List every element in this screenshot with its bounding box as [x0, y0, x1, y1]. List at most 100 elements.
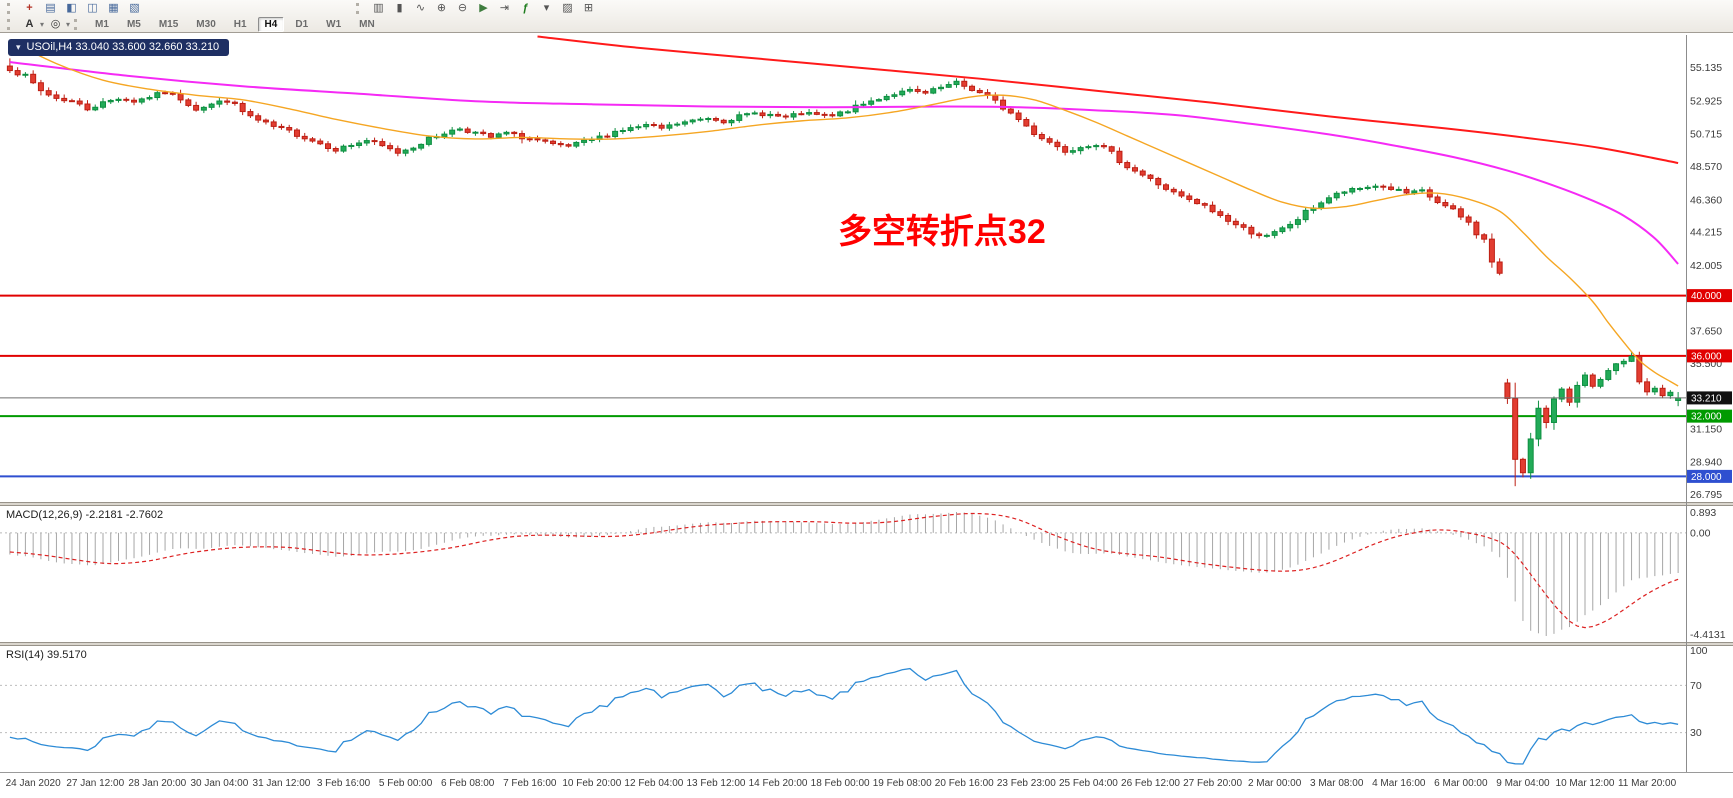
ma-fast-orange: [9, 40, 1679, 387]
time-axis-label: 3 Mar 08:00: [1310, 778, 1364, 789]
time-axis-label: 30 Jan 04:00: [190, 778, 248, 789]
time-axis-label: 5 Feb 00:00: [379, 778, 433, 789]
price-badge-28.000: 28.000: [1687, 469, 1732, 483]
panel-splitter[interactable]: [0, 642, 1733, 646]
macd-axis-label: -4.4131: [1690, 629, 1726, 641]
time-axis-label: 3 Feb 16:00: [317, 778, 371, 789]
price-axis-label: 50.715: [1690, 129, 1722, 141]
chart-window: 55.135 52.925 50.715 48.570 46.360 44.215 42.0…: [0, 33, 1733, 798]
toolbar-grip-periods[interactable]: [74, 18, 82, 30]
price-axis-label: 48.570: [1690, 161, 1722, 173]
price-axis-label: 52.925: [1690, 95, 1722, 107]
svg-text:28.000: 28.000: [1691, 472, 1722, 483]
tile-windows-icon[interactable]: ⊞: [583, 1, 594, 14]
toolbar-grip-line-studies[interactable]: [7, 18, 15, 30]
line-chart-mode-icon[interactable]: ∿: [415, 1, 426, 14]
price-axis-label: 31.150: [1690, 423, 1722, 435]
time-axis[interactable]: 24 Jan 2020 27 Jan 12:00 28 Jan 20:00 30 Ja…: [6, 778, 1677, 789]
time-axis-label: 26 Feb 12:00: [1121, 778, 1180, 789]
time-axis-label: 12 Feb 04:00: [624, 778, 683, 789]
price-badge-40.000: 40.000: [1687, 289, 1732, 303]
timeframe-m30-button[interactable]: M30: [196, 18, 216, 30]
periods-list-icon[interactable]: ▾: [543, 1, 550, 14]
price-axis[interactable]: 55.135 52.925 50.715 48.570 46.360 44.215 42.0…: [1687, 62, 1732, 501]
symbol-info-badge[interactable]: ▾ USOil,H4 33.040 33.600 32.660 33.210: [8, 39, 230, 56]
symbol-ohlc-text: USOil,H4 33.040 33.600 32.660 33.210: [26, 41, 220, 53]
time-axis-label: 27 Feb 20:00: [1183, 778, 1242, 789]
timeframe-h4-button[interactable]: H4: [257, 16, 285, 32]
charts-toolbar-group: ▥ ▮ ∿ ⊕ ⊖ ▶ ⇥ ƒ ▾ ▨ ⊞: [369, 1, 598, 15]
time-axis-label: 6 Mar 00:00: [1434, 778, 1488, 789]
auto-scroll-icon[interactable]: ▶: [479, 1, 488, 14]
terminal-icon[interactable]: ▦: [108, 1, 119, 14]
toolbar-grip-charts[interactable]: [356, 2, 364, 14]
timeframe-w1-button[interactable]: W1: [326, 18, 342, 30]
svg-text:32.000: 32.000: [1691, 412, 1722, 423]
time-axis-label: 9 Mar 04:00: [1496, 778, 1550, 789]
svg-text:40.000: 40.000: [1691, 291, 1722, 302]
line-studies-group: A ▾ ◎ ▾: [20, 17, 71, 31]
rsi-axis-label: 100: [1690, 645, 1708, 657]
timeframe-d1-button[interactable]: D1: [295, 18, 309, 30]
expand-ohlc-icon: ▾: [16, 41, 21, 52]
rsi-line: [9, 667, 1679, 765]
bar-chart-mode-icon[interactable]: ▥: [373, 1, 384, 14]
standard-toolbar-group: + ▤ ◧ ◫ ▦ ▧: [20, 1, 144, 15]
time-axis-label: 13 Feb 12:00: [687, 778, 746, 789]
timeframe-m5-button[interactable]: M5: [126, 18, 141, 30]
time-axis-label: 23 Feb 23:00: [997, 778, 1056, 789]
crosshair-caret-icon[interactable]: ▾: [66, 19, 71, 29]
timeframe-m15-button[interactable]: M15: [158, 18, 179, 30]
timeframe-h1-button[interactable]: H1: [233, 18, 247, 30]
toolbar-row-top: + ▤ ◧ ◫ ▦ ▧ ▥ ▮ ∿ ⊕ ⊖ ▶ ⇥ ƒ ▾ ▨ ⊞: [0, 0, 1733, 16]
ma-mid-magenta: [9, 61, 1679, 265]
time-axis-label: 20 Feb 16:00: [935, 778, 994, 789]
timeframe-buttons-group: M1 M5 M15 M30 H1 H4 D1 W1 MN: [87, 16, 383, 32]
macd-axis-label: 0.893: [1690, 507, 1716, 519]
time-axis-label: 10 Feb 20:00: [562, 778, 621, 789]
crosshair-icon[interactable]: ◎: [50, 17, 61, 30]
timeframe-m1-button[interactable]: M1: [95, 18, 109, 30]
zoom-out-icon[interactable]: ⊖: [457, 1, 468, 14]
toolbar-grip-standard[interactable]: [7, 2, 15, 14]
time-axis-label: 11 Mar 20:00: [1618, 778, 1677, 789]
new-chart-icon[interactable]: ▧: [129, 1, 140, 14]
time-axis-label: 24 Jan 2020: [6, 778, 61, 789]
templates-icon[interactable]: ▨: [562, 1, 573, 14]
price-hlines: [0, 294, 1686, 478]
navigator-icon[interactable]: ◫: [87, 1, 98, 14]
svg-text:36.000: 36.000: [1691, 351, 1722, 362]
price-axis-label: 26.795: [1690, 489, 1722, 501]
candlestick-series: [6, 58, 1682, 487]
new-order-icon[interactable]: +: [26, 1, 33, 14]
time-axis-label: 14 Feb 20:00: [749, 778, 808, 789]
price-axis-label: 28.940: [1690, 457, 1722, 469]
toolbar: + ▤ ◧ ◫ ▦ ▧ ▥ ▮ ∿ ⊕ ⊖ ▶ ⇥ ƒ ▾ ▨ ⊞ A ▾ ◎ ▾ M1 M5 M15 M30 H1 H4 D1…: [0, 0, 1733, 33]
price-axis-label: 42.005: [1690, 260, 1722, 272]
panel-splitter[interactable]: [0, 502, 1733, 506]
chart-canvas[interactable]: 55.135 52.925 50.715 48.570 46.360 44.215 42.0…: [0, 33, 1733, 798]
timeframe-mn-button[interactable]: MN: [359, 18, 375, 30]
text-label-caret-icon[interactable]: ▾: [40, 19, 45, 29]
price-axis-label: 44.215: [1690, 227, 1722, 239]
price-badge-32.000: 32.000: [1687, 409, 1732, 423]
price-badge-33.210: 33.210: [1687, 391, 1732, 405]
rsi-axis-label: 70: [1690, 680, 1702, 692]
market-watch-icon[interactable]: ▤: [45, 1, 56, 14]
chart-shift-icon[interactable]: ⇥: [499, 1, 510, 14]
ma-slow-red: [537, 35, 1679, 165]
data-window-icon[interactable]: ◧: [66, 1, 77, 14]
macd-histogram: [9, 512, 1679, 636]
price-axis-label: 37.650: [1690, 326, 1722, 338]
text-label-icon[interactable]: A: [25, 17, 34, 30]
candlestick-mode-icon[interactable]: ▮: [396, 1, 403, 14]
indicators-icon[interactable]: ƒ: [522, 1, 529, 14]
time-axis-label: 2 Mar 00:00: [1248, 778, 1302, 789]
svg-text:33.210: 33.210: [1691, 393, 1722, 404]
time-axis-label: 31 Jan 12:00: [253, 778, 311, 789]
time-axis-label: 25 Feb 04:00: [1059, 778, 1118, 789]
zoom-in-icon[interactable]: ⊕: [436, 1, 447, 14]
macd-signal-line: [9, 512, 1679, 629]
price-axis-label: 55.135: [1690, 62, 1722, 74]
time-axis-label: 4 Mar 16:00: [1372, 778, 1426, 789]
